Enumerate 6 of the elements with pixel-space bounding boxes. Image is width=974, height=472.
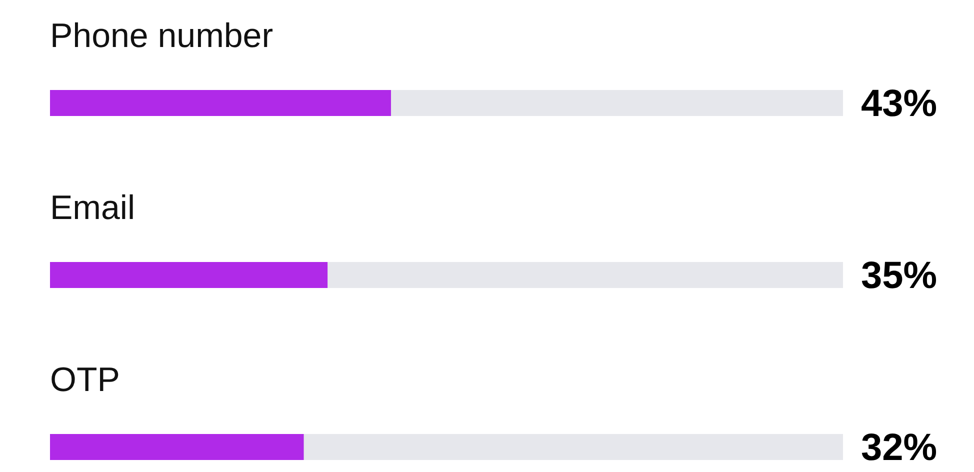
data-label: 32% <box>861 427 938 469</box>
y-tick-label: Phone number <box>50 17 274 55</box>
y-tick-label: OTP <box>50 361 120 399</box>
data-label: 43% <box>861 83 938 125</box>
data-label: 35% <box>861 255 938 297</box>
y-tick-label: Email <box>50 189 136 227</box>
